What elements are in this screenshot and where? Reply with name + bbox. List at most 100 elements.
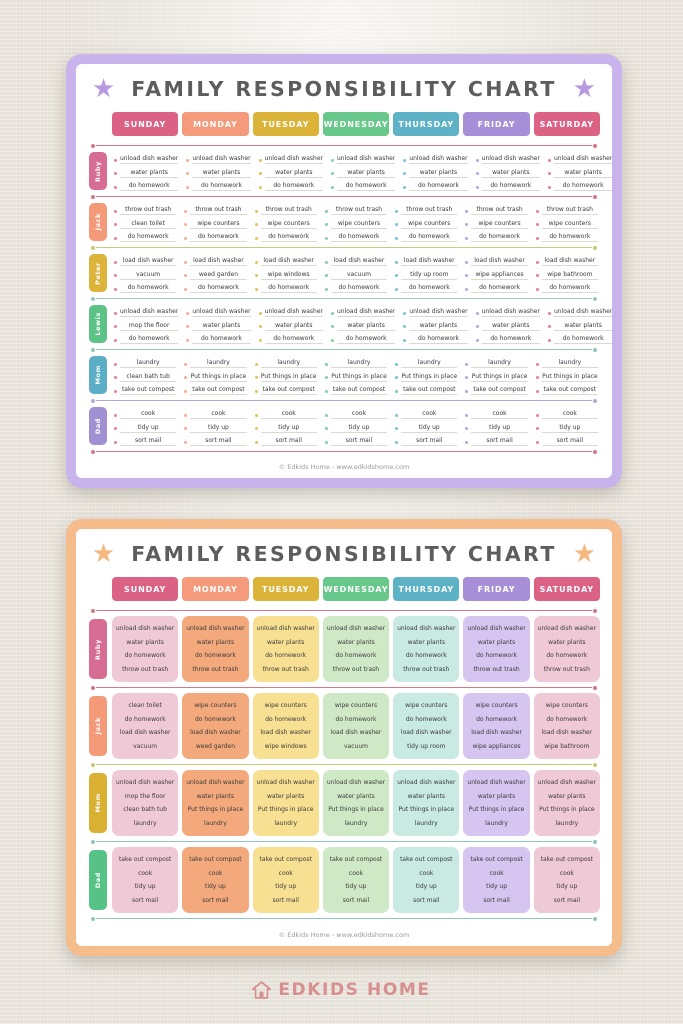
task-item: vacuum [324, 267, 388, 280]
task-text: sort mail [471, 437, 528, 446]
task-text: wipe appliances [471, 271, 528, 280]
task-item: do homework [465, 229, 528, 242]
task-item: unload dish washer [537, 625, 596, 633]
task-text: do homework [120, 233, 177, 242]
task-text: unload dish washer [192, 308, 251, 317]
task-text: cook [330, 410, 388, 419]
task-text: throw out trash [541, 206, 598, 215]
task-cell: cook tidy up sort mail [463, 405, 529, 447]
task-dot-icon [184, 260, 188, 264]
task-item: do homework [186, 178, 251, 191]
task-item: take out compost [465, 382, 528, 395]
task-cell: cook tidy up sort mail [112, 405, 178, 447]
task-item: sort mail [553, 896, 581, 904]
task-item: unload dish washer [258, 151, 323, 164]
member-label-wrap: Mom [88, 353, 108, 397]
task-dot-icon [475, 185, 479, 189]
task-cell: throw out trash wipe counters do homework [323, 201, 389, 243]
task-dot-icon [395, 427, 399, 430]
task-item: throw out trash [535, 202, 598, 215]
task-dot-icon [475, 172, 479, 175]
task-text: do homework [264, 182, 323, 191]
task-dot-icon [254, 427, 258, 430]
task-text: unload dish washer [409, 155, 468, 164]
task-item: laundry [414, 819, 438, 827]
task-dot-icon [465, 440, 469, 444]
task-dot-icon [254, 362, 258, 366]
task-item: take out compost [329, 856, 383, 864]
task-item: tidy up [465, 420, 528, 433]
task-text: load dish washer [330, 257, 388, 266]
task-dot-icon [254, 389, 258, 393]
task-item: cook [138, 869, 153, 877]
task-text: water plants [336, 322, 396, 331]
task-item: clean toilet [114, 216, 177, 229]
task-item: load dish washer [184, 253, 247, 266]
task-item: clean bath tub [123, 806, 167, 814]
task-item: laundry [133, 819, 157, 827]
task-text: do homework [541, 233, 598, 242]
task-dot-icon [465, 427, 469, 430]
task-text: do homework [481, 335, 540, 344]
member-label-wrap: Peter [88, 251, 108, 295]
task-item: water plants [548, 792, 586, 800]
task-dot-icon [547, 325, 551, 328]
task-dot-icon [535, 287, 539, 291]
task-item: water plants [547, 318, 613, 331]
task-item: do homework [265, 652, 307, 660]
task-item: wipe bathroom [544, 742, 590, 750]
task-cell: unload dish washer water plants do homewor… [184, 303, 252, 345]
task-text: cook [471, 410, 528, 419]
member-label-mom: Mom [89, 773, 107, 833]
task-item: load dish washer [324, 253, 388, 266]
task-dot-icon [324, 209, 328, 213]
task-cell: wipe counters do homework load dish washer… [533, 693, 600, 759]
task-dot-icon [395, 209, 399, 213]
task-cell: unload dish washer water plants do homewor… [182, 616, 249, 682]
member-name: Dad [94, 871, 102, 889]
task-item: unload dish washer [403, 304, 468, 317]
task-text: do homework [401, 284, 458, 293]
task-item: unload dish washer [115, 779, 175, 787]
task-item: water plants [403, 165, 468, 178]
task-text: wipe windows [260, 271, 317, 280]
task-text: laundry [190, 359, 247, 368]
task-item: do homework [194, 715, 236, 723]
member-label-wrap: Ruby [88, 614, 108, 684]
task-text: do homework [192, 182, 251, 191]
task-dot-icon [324, 223, 328, 226]
task-item: mop the floor [114, 318, 179, 331]
task-item: sort mail [342, 896, 370, 904]
home-icon [252, 981, 272, 999]
task-text: do homework [553, 182, 613, 191]
task-text: wipe counters [471, 220, 528, 229]
task-item: water plants [477, 792, 516, 800]
task-text: water plants [192, 169, 251, 178]
day-header-wednesday: WEDNESDAY [322, 577, 390, 601]
day-header-sunday: SUNDAY [112, 112, 179, 136]
task-text: water plants [336, 169, 396, 178]
task-item: cook [395, 406, 458, 419]
task-item: sort mail [395, 433, 458, 446]
copyright-text: © Edkids Home - www.edkidshome.com [278, 463, 410, 471]
task-item: water plants [126, 638, 164, 646]
task-dot-icon [254, 236, 258, 240]
task-dot-icon [465, 413, 469, 417]
day-header-friday: FRIDAY [463, 112, 530, 136]
task-text: do homework [541, 284, 598, 293]
task-item: laundry [485, 819, 508, 827]
task-text: tidy up [260, 424, 317, 433]
task-cell: throw out trash wipe counters do homework [182, 201, 248, 243]
task-dot-icon [395, 413, 399, 417]
task-item: cook [278, 869, 293, 877]
task-item: tidy up [114, 420, 177, 433]
task-item: do homework [258, 178, 323, 191]
task-dot-icon [547, 185, 551, 189]
task-dot-icon [114, 209, 117, 213]
task-item: laundry [204, 819, 227, 827]
task-text: load dish washer [541, 257, 598, 266]
task-cell: wipe counters do homework load dish washer… [182, 693, 249, 759]
task-dot-icon [465, 389, 469, 393]
task-text: do homework [120, 182, 179, 191]
task-cell: wipe counters do homework load dish washer… [322, 693, 390, 759]
